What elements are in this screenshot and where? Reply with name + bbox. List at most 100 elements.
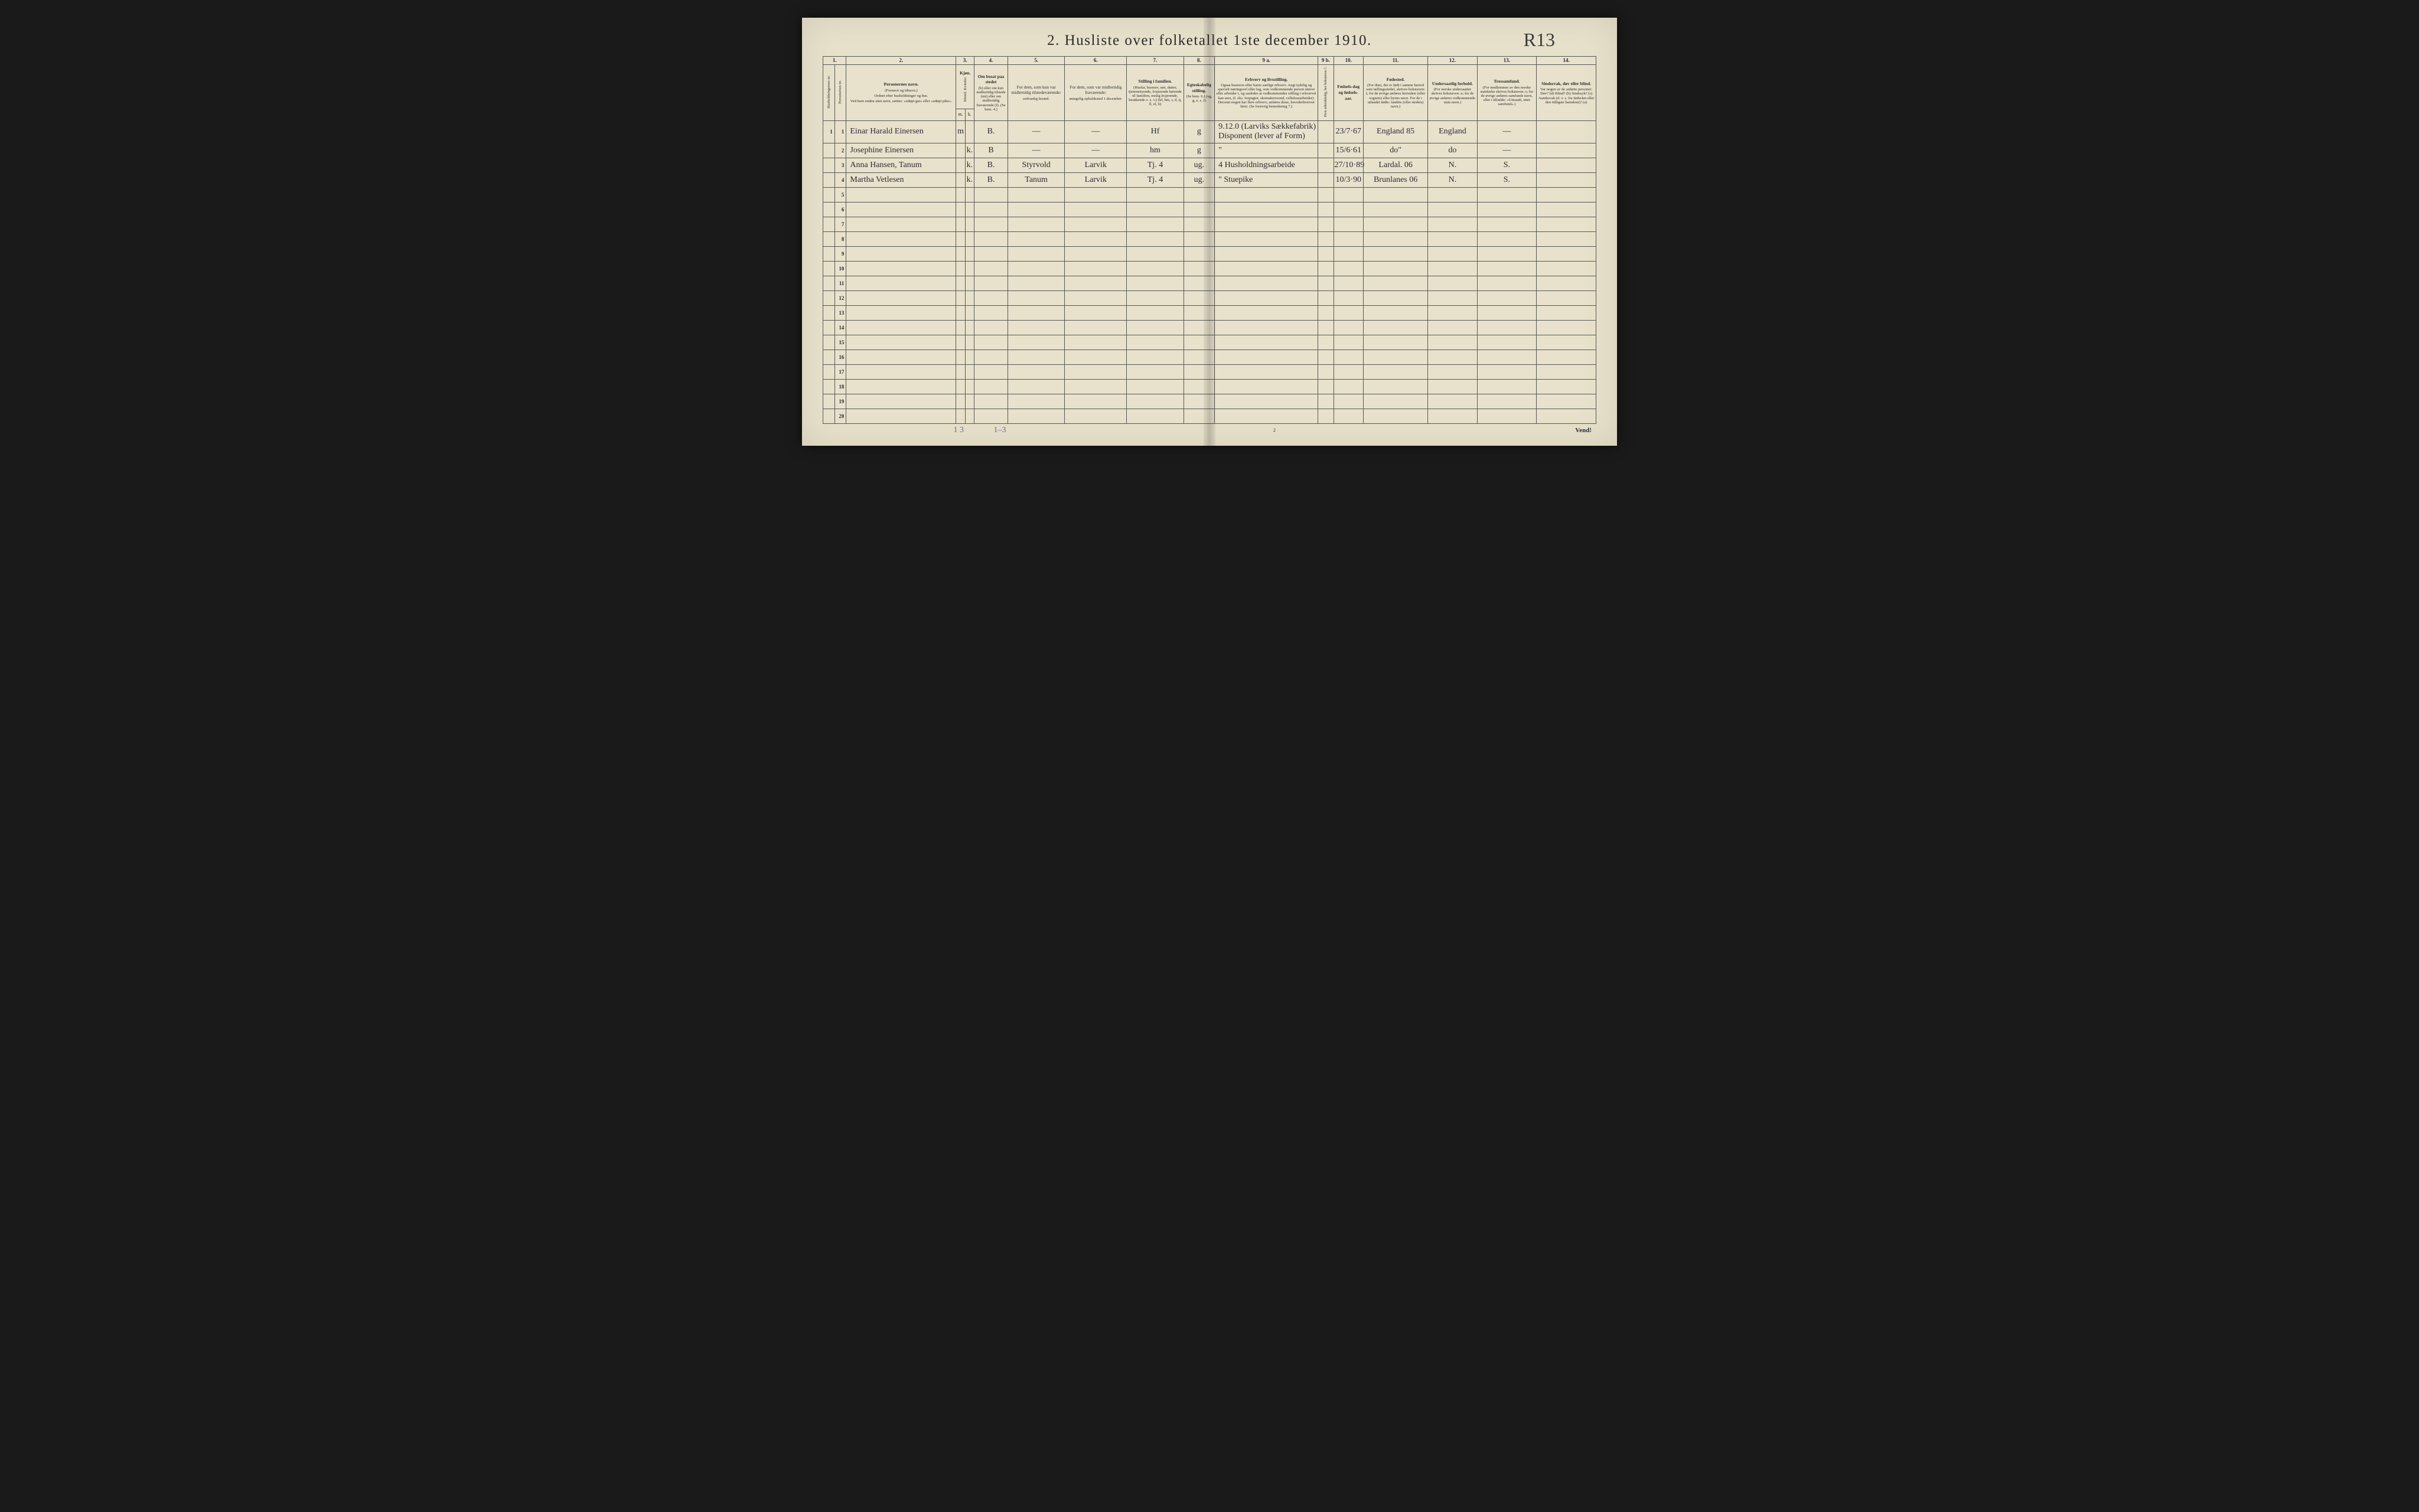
residence-cell: B. [974, 173, 1008, 188]
religion-cell [1477, 276, 1537, 291]
sex-m-cell [956, 217, 965, 232]
household-no-cell [823, 262, 835, 276]
occupation-cell: 4 Husholdningsarbeide [1215, 158, 1318, 173]
residence-cell [974, 188, 1008, 203]
sex-m-cell [956, 203, 965, 217]
marital-cell [1184, 262, 1215, 276]
census-table: 1. 2. 3. 4. 5. 6. 7. 8. 9 a. 9 b. 10. 11… [823, 56, 1596, 424]
marital-cell [1184, 188, 1215, 203]
hdr-disability: Sindssvak, døv eller blind. Var nogen av… [1537, 65, 1596, 121]
family-position-cell: hm [1127, 143, 1184, 158]
occupation-cell [1215, 291, 1318, 306]
disability-cell [1537, 217, 1596, 232]
name-cell: Martha Vetlesen [846, 173, 956, 188]
name-cell [846, 232, 956, 247]
birthdate-cell [1334, 247, 1363, 262]
unemployed-cell [1318, 247, 1334, 262]
birthplace-cell: Brunlanes 06 [1363, 173, 1427, 188]
family-position-cell [1127, 188, 1184, 203]
temp-present-cell [1008, 321, 1064, 335]
marital-cell [1184, 217, 1215, 232]
residence-cell [974, 409, 1008, 424]
hdr-family-position: Stilling i familien. (Husfar, husmor, sø… [1127, 65, 1184, 121]
table-row: 8 [823, 232, 1596, 247]
temp-absent-cell [1065, 350, 1127, 365]
sex-k-cell [965, 380, 974, 394]
birthdate-cell [1334, 276, 1363, 291]
disability-cell [1537, 365, 1596, 380]
unemployed-cell [1318, 158, 1334, 173]
residence-cell [974, 350, 1008, 365]
census-document: 2. Husliste over folketallet 1ste decemb… [802, 18, 1617, 446]
colnum-6: 6. [1065, 57, 1127, 65]
sex-k-cell [965, 365, 974, 380]
table-body: 11Einar Harald EinersenmB.——Hfg9.12.0 (L… [823, 120, 1596, 424]
temp-present-cell [1008, 335, 1064, 350]
birthdate-cell [1334, 380, 1363, 394]
nationality-cell [1428, 203, 1477, 217]
unemployed-cell [1318, 380, 1334, 394]
sex-m-cell [956, 291, 965, 306]
residence-cell [974, 232, 1008, 247]
sex-k-cell [965, 291, 974, 306]
household-no-cell [823, 321, 835, 335]
table-header: 1. 2. 3. 4. 5. 6. 7. 8. 9 a. 9 b. 10. 11… [823, 57, 1596, 121]
temp-absent-cell [1065, 394, 1127, 409]
sex-k-cell [965, 232, 974, 247]
temp-absent-cell [1065, 217, 1127, 232]
household-no-cell [823, 306, 835, 321]
sex-m-cell [956, 409, 965, 424]
temp-present-cell [1008, 365, 1064, 380]
colnum-10: 10. [1334, 57, 1363, 65]
person-no-cell: 2 [834, 143, 846, 158]
disability-cell [1537, 232, 1596, 247]
household-no-cell [823, 188, 835, 203]
sex-m-cell [956, 188, 965, 203]
page-title: 2. Husliste over folketallet 1ste decemb… [1047, 32, 1372, 49]
disability-cell [1537, 143, 1596, 158]
colnum-1: 1. [823, 57, 846, 65]
nationality-cell [1428, 380, 1477, 394]
nationality-cell [1428, 217, 1477, 232]
person-no-cell: 16 [834, 350, 846, 365]
header-labels-row: Husholdningernes nr. Personernes nr. Per… [823, 65, 1596, 109]
sex-m-cell: m [956, 120, 965, 143]
disability-cell [1537, 262, 1596, 276]
occupation-cell: 9.12.0 (Larviks Sækkefabrik) Disponent (… [1215, 120, 1318, 143]
temp-present-cell [1008, 350, 1064, 365]
sex-m-cell [956, 262, 965, 276]
household-no-cell [823, 350, 835, 365]
birthdate-cell [1334, 203, 1363, 217]
nationality-cell [1428, 276, 1477, 291]
table-row: 6 [823, 203, 1596, 217]
colnum-3: 3. [956, 57, 974, 65]
sex-m-cell [956, 394, 965, 409]
nationality-cell [1428, 409, 1477, 424]
occupation-cell [1215, 306, 1318, 321]
name-cell [846, 291, 956, 306]
birthdate-cell: 27/10·89 [1334, 158, 1363, 173]
name-cell: Anna Hansen, Tanum [846, 158, 956, 173]
sex-k-cell [965, 217, 974, 232]
birthdate-cell [1334, 409, 1363, 424]
name-cell [846, 365, 956, 380]
handwritten-annotation: R13 [1524, 29, 1555, 51]
religion-cell [1477, 409, 1537, 424]
temp-present-cell [1008, 217, 1064, 232]
residence-cell [974, 321, 1008, 335]
religion-cell [1477, 365, 1537, 380]
birthdate-cell: 15/6·61 [1334, 143, 1363, 158]
religion-cell [1477, 291, 1537, 306]
person-no-cell: 18 [834, 380, 846, 394]
sex-m-cell [956, 276, 965, 291]
family-position-cell [1127, 291, 1184, 306]
household-no-cell [823, 158, 835, 173]
marital-cell [1184, 291, 1215, 306]
disability-cell [1537, 321, 1596, 335]
hdr-nationality: Undersaatlig forhold. (For norske unders… [1428, 65, 1477, 121]
nationality-cell [1428, 232, 1477, 247]
birthplace-cell [1363, 365, 1427, 380]
household-no-cell: 1 [823, 120, 835, 143]
sex-k-cell [965, 335, 974, 350]
sex-k-cell [965, 203, 974, 217]
